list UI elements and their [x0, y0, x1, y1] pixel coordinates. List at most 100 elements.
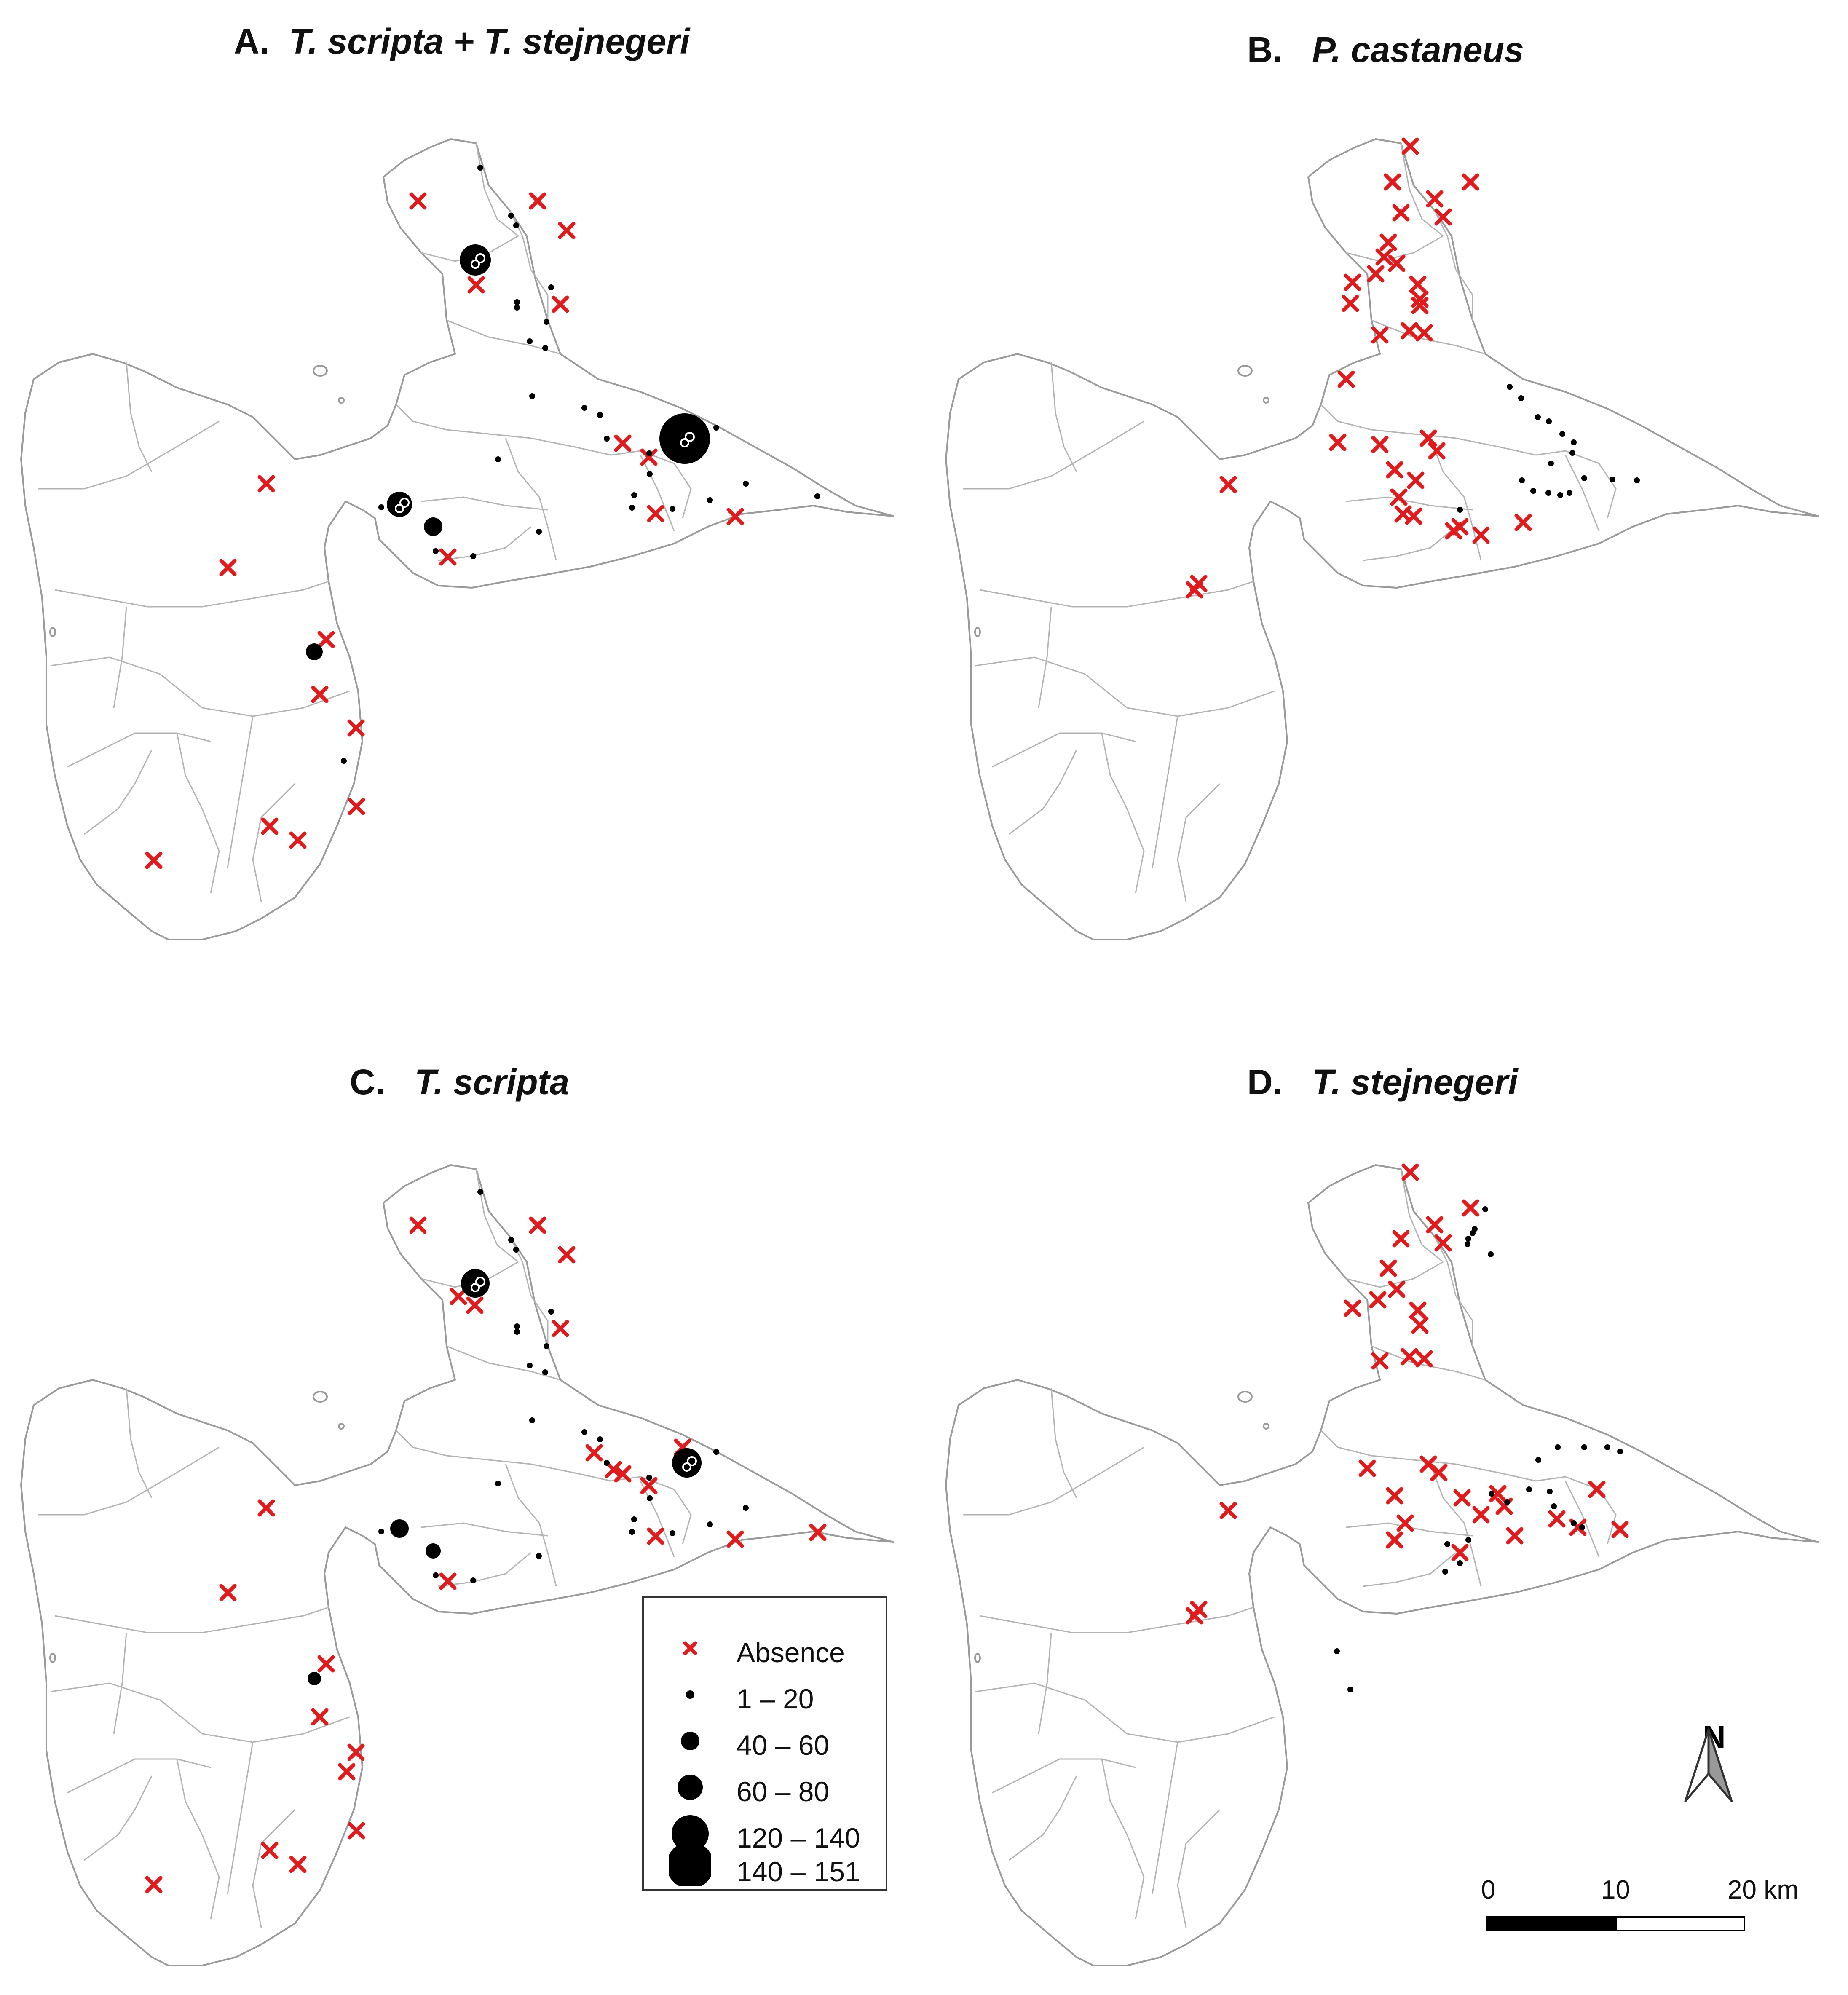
absence-marker: [558, 1246, 576, 1264]
absence-marker: [1401, 1348, 1418, 1366]
presence-marker: [597, 412, 603, 418]
legend-dot-symbol-1: [686, 1690, 694, 1699]
overlap-ring: [685, 432, 695, 442]
absence-marker: [1405, 507, 1422, 525]
overlap-ring: [682, 1462, 691, 1472]
absence-marker: [1445, 522, 1462, 540]
absence-marker: [1388, 1280, 1406, 1298]
presence-marker: [477, 1189, 483, 1195]
absence-marker: [1386, 461, 1403, 479]
legend-absence-symbol: [683, 1641, 697, 1655]
absence-marker: [348, 798, 365, 815]
absence-marker: [1342, 295, 1359, 312]
presence-marker: [529, 393, 535, 399]
commune-boundary: [227, 716, 254, 868]
commune-boundary: [1346, 235, 1444, 262]
legend-class-label-3: 60 – 80: [737, 1776, 830, 1807]
presence-marker: [527, 338, 533, 344]
presence-marker: [1526, 1486, 1532, 1492]
presence-marker: [470, 1577, 476, 1583]
presence-marker: [814, 493, 820, 499]
commune-boundary: [50, 1682, 350, 1743]
presence-marker: [604, 436, 610, 442]
presence-marker: [508, 213, 514, 219]
absence-marker: [450, 1288, 467, 1305]
overlap-ring: [399, 498, 410, 508]
absence-marker: [1392, 204, 1410, 222]
presence-marker: [1530, 488, 1536, 494]
presence-marker: [1548, 461, 1554, 466]
absence-marker: [1371, 1352, 1389, 1370]
absence-marker: [289, 1856, 307, 1873]
overlap-ring: [680, 438, 689, 447]
presence-marker: [1557, 492, 1563, 498]
panel-c-prefix: C.: [350, 1062, 385, 1102]
absence-marker: [1329, 434, 1347, 451]
basemap-B: [945, 137, 1819, 940]
commune-boundary: [67, 732, 211, 768]
absence-marker: [439, 548, 457, 566]
panel-a-species: T. scripta + T. stejnegeri: [289, 21, 690, 61]
commune-boundary: [1152, 716, 1178, 868]
absence-marker: [1428, 442, 1446, 460]
commune-boundary: [979, 1607, 1254, 1633]
absence-marker: [1472, 1506, 1490, 1524]
absence-marker: [1390, 488, 1408, 506]
absence-marker: [317, 631, 335, 648]
coastline: [20, 1164, 894, 1966]
presence-marker: [378, 1529, 384, 1534]
islet: [1263, 1423, 1269, 1430]
presence-marker: [1444, 1541, 1450, 1547]
commune-boundary: [38, 420, 220, 490]
presence-marker: [629, 1529, 635, 1535]
legend-dot-symbol-5: [669, 1844, 711, 1886]
commune-boundary: [1320, 404, 1536, 456]
presence-marker: [513, 222, 519, 228]
presence-marker: [629, 505, 635, 511]
presence-marker: [1546, 418, 1552, 424]
commune-boundary: [1009, 750, 1077, 835]
commune-boundary: [1101, 733, 1145, 894]
commune-boundary: [505, 438, 557, 561]
absence-marker: [1367, 265, 1385, 283]
commune-boundary: [126, 1388, 153, 1498]
scale-label-10: 10: [1601, 1875, 1630, 1904]
presence-marker: [1470, 1230, 1476, 1236]
presence-marker: [544, 319, 549, 325]
basemap-C: [20, 1164, 894, 1966]
panel-a-prefix: A.: [234, 21, 269, 61]
presence-marker: [1488, 1251, 1494, 1257]
absence-marker: [1384, 173, 1401, 191]
islet: [974, 627, 981, 637]
commune-boundary: [1101, 1759, 1145, 1920]
overlap-ring: [395, 504, 404, 513]
absence-marker: [614, 434, 632, 452]
presence-marker: [1518, 395, 1524, 401]
absence-marker: [1489, 1485, 1507, 1502]
commune-boundary: [227, 1742, 254, 1894]
absence-marker: [1386, 1487, 1403, 1505]
presence-marker: [378, 504, 384, 510]
absence-marker: [347, 1743, 365, 1761]
presence-marker: [548, 284, 554, 290]
presence-marker: [513, 1247, 519, 1253]
commune-boundary: [395, 404, 611, 456]
map-panel-d: [945, 1163, 1819, 1966]
commune-boundary: [640, 455, 675, 531]
presence-marker: [508, 1237, 514, 1243]
absence-marker: [1514, 514, 1532, 531]
absence-marker: [1219, 1502, 1237, 1519]
islet: [1263, 397, 1269, 404]
commune-boundary: [1535, 450, 1617, 519]
presence-marker: [470, 553, 476, 559]
presence-marker: [707, 497, 713, 503]
presence-marker: [1579, 1524, 1585, 1530]
absence-marker: [1462, 173, 1479, 191]
absence-marker: [1375, 248, 1393, 266]
absence-marker: [257, 1499, 275, 1517]
commune-boundary: [50, 656, 350, 717]
absence-marker: [311, 1708, 329, 1726]
presence-marker: [581, 1429, 587, 1435]
absence-marker: [1453, 1489, 1471, 1507]
commune-boundary: [113, 1632, 127, 1734]
